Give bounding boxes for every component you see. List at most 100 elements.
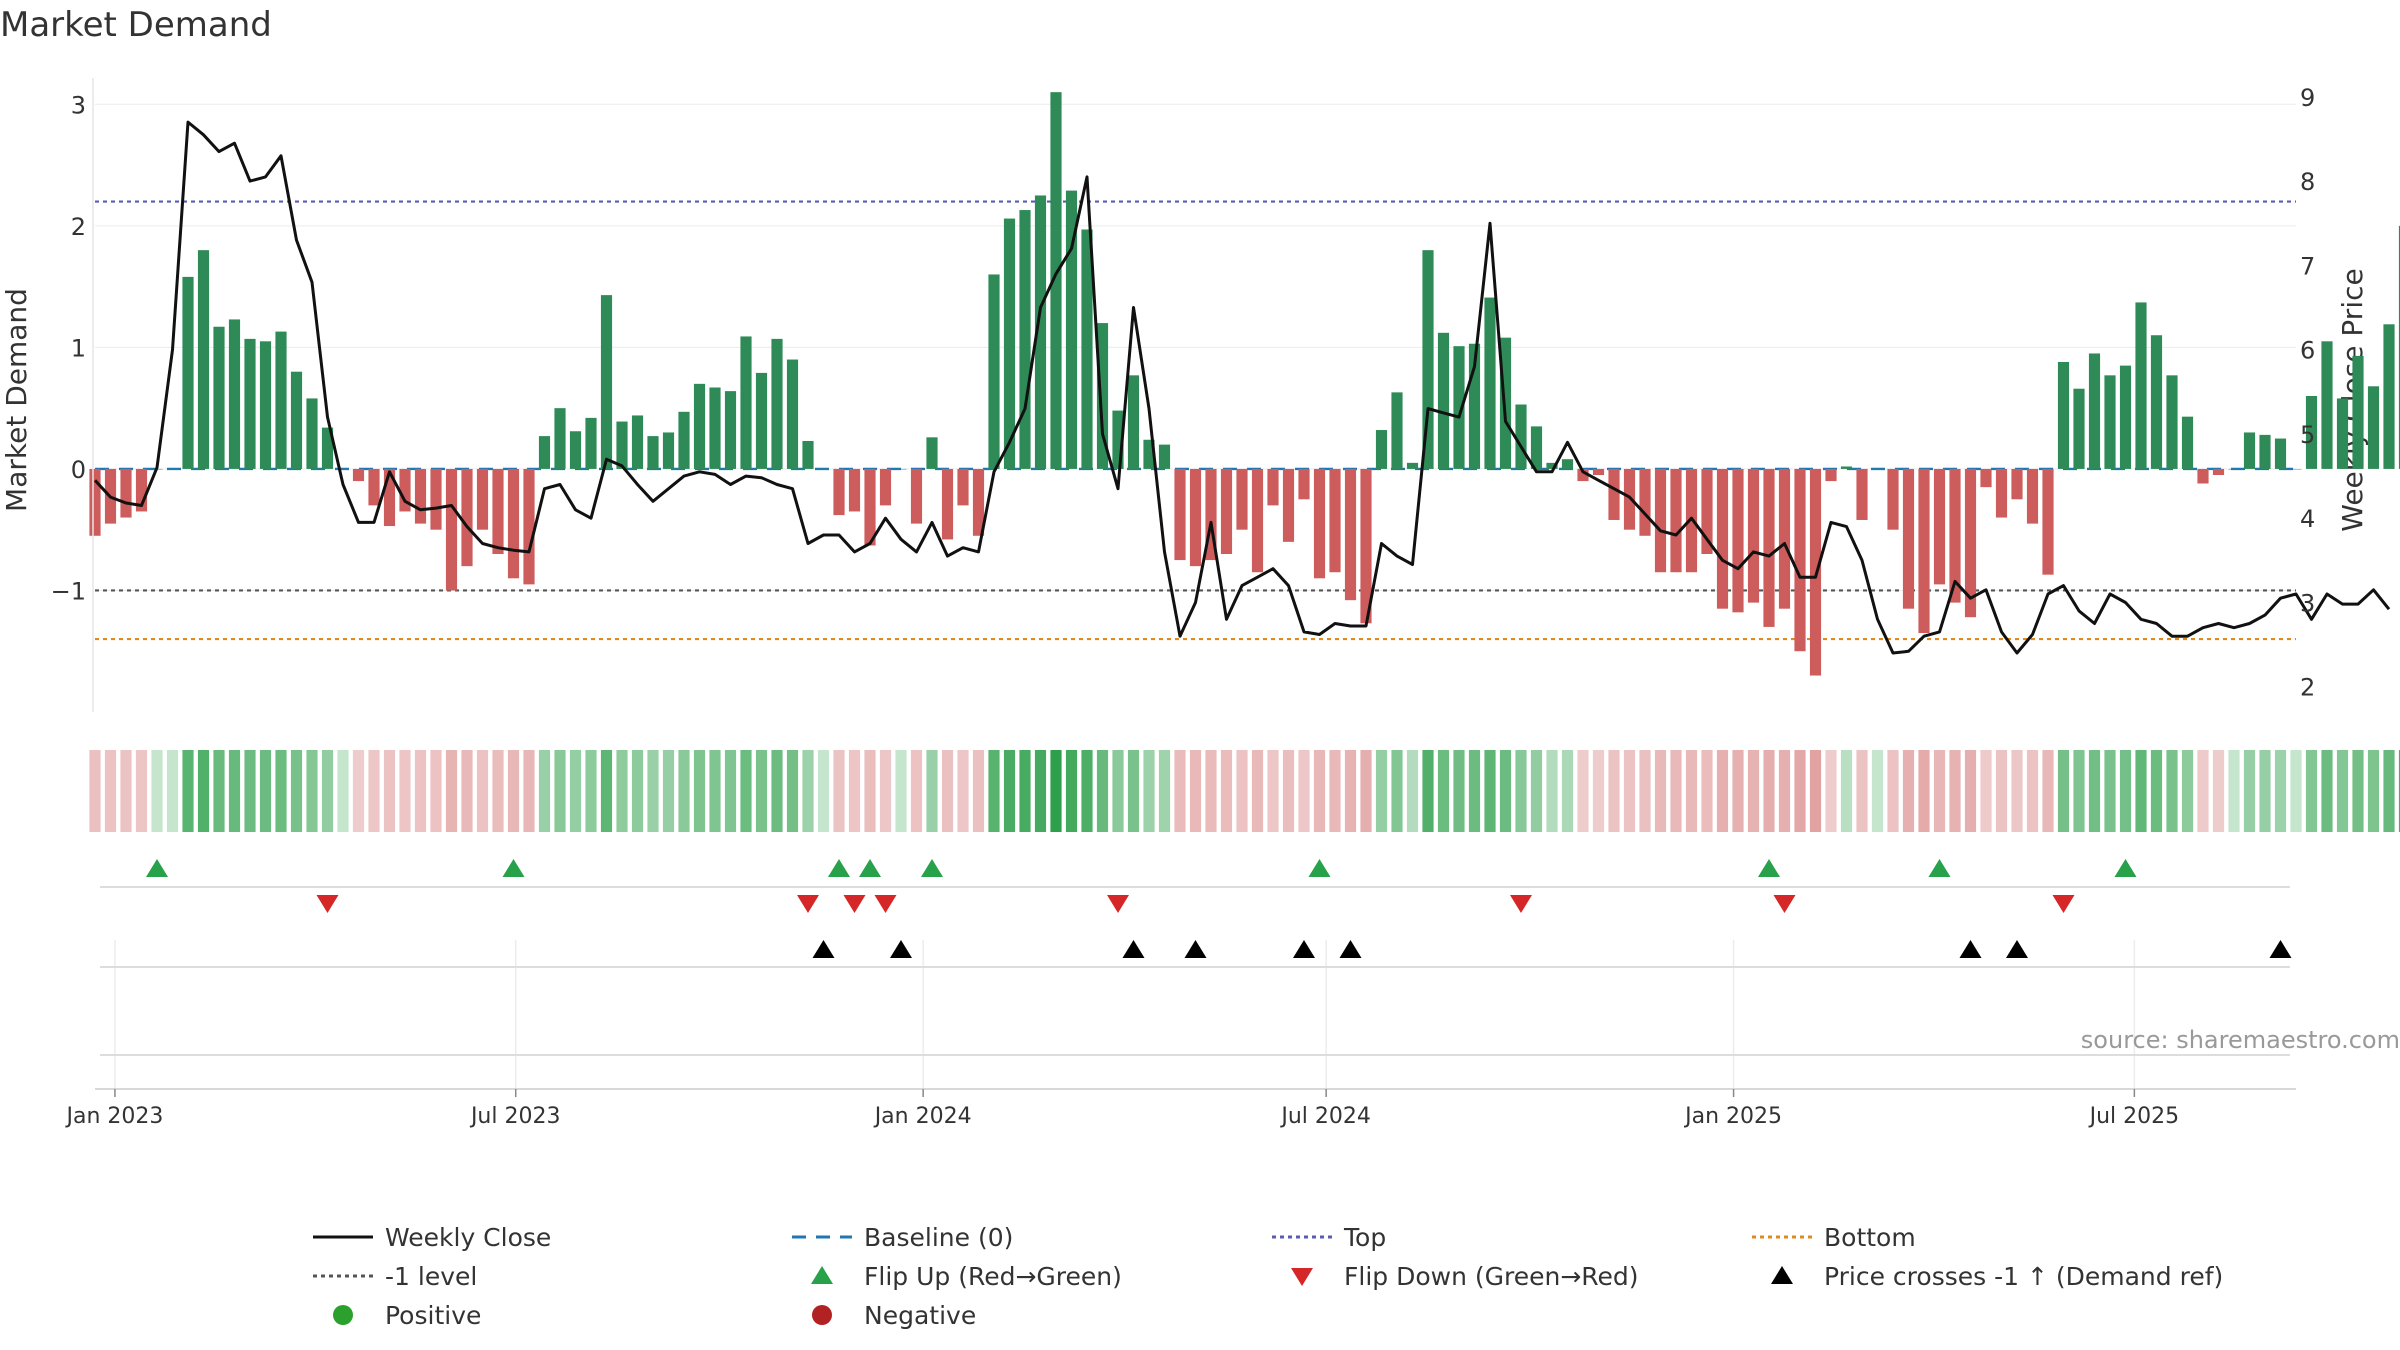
demand-bar (1050, 92, 1062, 469)
heat-cell (1220, 750, 1233, 832)
heat-cell (1344, 750, 1357, 832)
demand-bar (2135, 302, 2147, 469)
demand-bar (1422, 250, 1434, 469)
heat-cell (1298, 750, 1310, 832)
heat-cell (1871, 750, 1884, 832)
demand-bar (275, 331, 287, 469)
heat-cell (306, 750, 318, 832)
heat-cell (197, 750, 210, 832)
heat-cell (1623, 750, 1636, 832)
heat-cell (1949, 750, 1961, 832)
legend-item: Flip Down (Green→Red) (1291, 1262, 1639, 1291)
heat-cell (1670, 750, 1682, 832)
heat-cell (2181, 750, 2194, 832)
heat-cell (290, 750, 303, 832)
demand-bar (740, 336, 752, 469)
legend-swatch (333, 1305, 353, 1325)
price-cross-marker (2269, 940, 2292, 958)
demand-bar (724, 391, 737, 469)
demand-bar (895, 468, 907, 470)
legend-swatch (811, 1266, 833, 1284)
legend-item: Top (1272, 1223, 1386, 1252)
demand-bar (1840, 466, 1853, 469)
demand-bar (1391, 392, 1403, 469)
demand-bar (507, 468, 520, 579)
demand-bar (2057, 361, 2070, 469)
demand-bar (1034, 195, 1047, 469)
heat-cell (2398, 750, 2400, 832)
flip-down-marker (874, 895, 897, 913)
demand-bar (1468, 343, 1481, 469)
demand-bar (864, 468, 876, 546)
heat-cell (2212, 750, 2225, 832)
heat-cell (647, 750, 659, 832)
flip-up-marker (828, 859, 850, 877)
heat-cell (461, 750, 473, 832)
legend-item: -1 level (313, 1262, 477, 1291)
demand-bar (1437, 332, 1450, 469)
demand-bar (1484, 297, 1496, 469)
heat-cell (383, 750, 396, 832)
flip-up-marker (921, 859, 943, 877)
demand-bar (445, 468, 458, 591)
heat-cell (1313, 750, 1326, 832)
demand-bar (2212, 468, 2225, 475)
heat-cell (817, 750, 830, 832)
demand-bar (786, 359, 799, 469)
flip-up-marker (502, 859, 525, 877)
demand-bar (120, 468, 132, 518)
y2-tick-label: 3 (2300, 589, 2315, 617)
heat-cell (2104, 750, 2116, 832)
demand-bar (2336, 398, 2349, 469)
demand-bar (755, 372, 768, 469)
x-tick-label: Jan 2024 (873, 1104, 972, 1129)
heat-cell (1809, 750, 1822, 832)
demand-bar (290, 371, 303, 469)
flip-down-marker (1773, 895, 1796, 913)
heat-cell (1732, 750, 1744, 832)
demand-bar (972, 468, 985, 536)
flip-down-marker (843, 895, 866, 913)
flip-up-marker (859, 859, 881, 877)
y-tick-label: −1 (51, 577, 86, 605)
demand-bar (1856, 468, 1868, 520)
heat-cell (1065, 750, 1078, 832)
heat-cell (2259, 750, 2271, 832)
heat-cell (321, 750, 334, 832)
heat-cell (414, 750, 427, 832)
heat-cell (864, 750, 876, 832)
demand-bar (1701, 468, 1713, 554)
heat-cell (337, 750, 349, 832)
demand-bar (89, 468, 101, 536)
demand-bar (538, 436, 551, 469)
axis-layer: −1 0 1 2 3 2 3 4 5 6 7 8 9 (51, 78, 2315, 712)
demand-bar (1778, 468, 1791, 609)
demand-bar (1065, 190, 1078, 469)
heat-cell (1468, 750, 1481, 832)
y-tick-label: 0 (71, 456, 86, 484)
demand-bar (1949, 468, 1961, 603)
demand-bar (213, 326, 225, 469)
legend-item: Positive (333, 1301, 481, 1330)
heat-cell (2243, 750, 2256, 832)
heat-cell (879, 750, 892, 832)
heat-cell (244, 750, 256, 832)
demand-bar (337, 468, 349, 470)
price-cross-marker (890, 940, 912, 958)
y2-tick-label: 9 (2300, 84, 2315, 112)
heat-cell (740, 750, 752, 832)
demand-bar (1995, 468, 2008, 518)
demand-bar (1003, 218, 1016, 469)
heat-cell (972, 750, 985, 832)
demand-bar (166, 468, 179, 470)
heat-cell (631, 750, 644, 832)
heat-cell (1251, 750, 1264, 832)
heat-cell (693, 750, 706, 832)
heat-cell (2352, 750, 2364, 832)
demand-bar (2352, 355, 2364, 469)
demand-bar (1747, 468, 1760, 603)
demand-bar (2088, 353, 2101, 469)
flip-down-marker (316, 895, 339, 913)
signal-markers (95, 859, 2296, 1090)
heat-cell (2011, 750, 2023, 832)
